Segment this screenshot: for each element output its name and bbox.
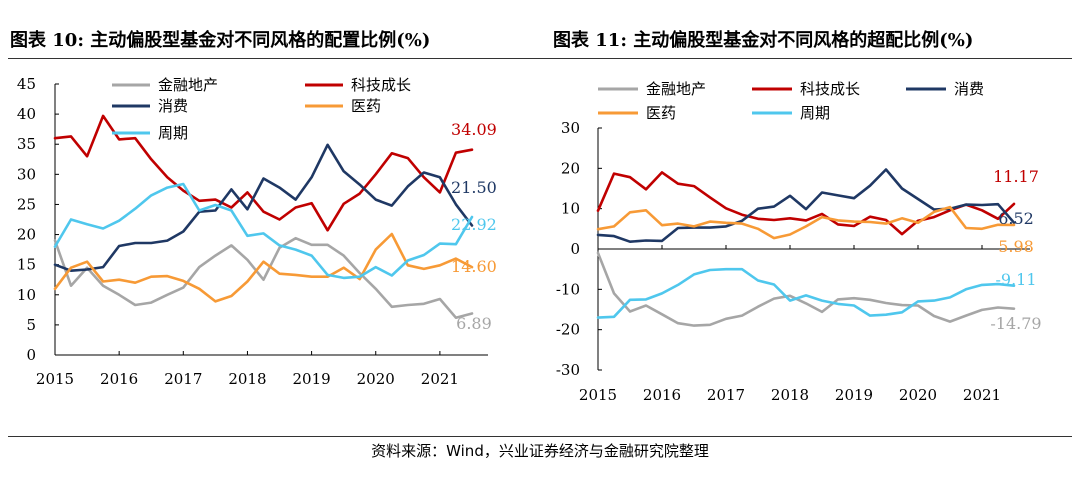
y-tick-label: 10 — [17, 286, 36, 304]
y-tick-label: 40 — [17, 105, 36, 123]
chart-2-title: 图表 11: 主动偏股型基金对不同风格的超配比例(%) — [553, 30, 974, 51]
x-tick-label: 2018 — [228, 370, 266, 388]
y-tick-label: 5 — [26, 316, 36, 334]
series-line-消费 — [53, 143, 474, 273]
x-tick-label: 2019 — [835, 386, 873, 404]
legend-label: 周期 — [158, 124, 188, 142]
x-tick-label: 2020 — [357, 370, 395, 388]
series-line-医药 — [53, 232, 474, 303]
y-tick-label: 25 — [17, 195, 36, 213]
x-tick-label: 2020 — [899, 386, 937, 404]
x-tick-label: 2016 — [100, 370, 138, 388]
chart-1: 0 5 10 15 20 25 30 35 40 45 2015 2016 2017 2018 2019 20… — [17, 75, 497, 388]
x-tick-label: 2018 — [771, 386, 809, 404]
series-line-周期 — [53, 182, 474, 280]
x-tick-label: 2017 — [707, 386, 745, 404]
y-tick-label: 30 — [561, 119, 580, 137]
legend-label: 医药 — [351, 97, 381, 115]
source-note: 资料来源：Wind，兴业证券经济与金融研究院整理 — [371, 442, 709, 460]
data-label: 14.60 — [451, 257, 497, 276]
x-tick-label: 2015 — [36, 370, 74, 388]
bottom-divider — [8, 436, 1072, 437]
y-tick-label: -30 — [556, 361, 580, 379]
y-tick-label: 20 — [561, 159, 580, 177]
top-divider — [8, 58, 1072, 59]
y-tick-label: 20 — [17, 226, 36, 244]
series-line-金融地产 — [53, 236, 474, 320]
legend-label: 科技成长 — [351, 76, 411, 94]
data-label: -9.11 — [995, 270, 1036, 289]
data-label: 34.09 — [451, 120, 497, 139]
legend-label: 金融地产 — [646, 80, 706, 98]
series-line-消费 — [596, 168, 1016, 243]
y-tick-label: 15 — [17, 256, 36, 274]
series-line-周期 — [596, 267, 1016, 319]
data-label: 6.52 — [998, 209, 1034, 228]
chart-1-title: 图表 10: 主动偏股型基金对不同风格的配置比例(%) — [10, 30, 431, 51]
legend-label: 金融地产 — [158, 76, 218, 94]
y-tick-label: 10 — [561, 200, 580, 218]
series-line-医药 — [596, 205, 1016, 240]
y-tick-label: 0 — [570, 240, 580, 258]
data-label: 22.92 — [451, 215, 497, 234]
data-label: 6.89 — [456, 314, 492, 333]
y-tick-label: 45 — [17, 75, 36, 93]
legend-label: 医药 — [646, 104, 676, 122]
legend-label: 消费 — [954, 80, 984, 98]
chart-2: -30 -20 -10 0 10 20 30 2015 2016 2017 2018 2019 2020… — [556, 80, 1042, 404]
x-tick-label: 2021 — [963, 386, 1001, 404]
x-tick-label: 2017 — [164, 370, 202, 388]
legend-label: 周期 — [800, 104, 830, 122]
y-tick-label: 35 — [17, 135, 36, 153]
legend-label: 消费 — [158, 97, 188, 115]
x-tick-label: 2016 — [643, 386, 681, 404]
legend-label: 科技成长 — [800, 80, 860, 98]
x-tick-label: 2021 — [421, 370, 459, 388]
x-tick-label: 2019 — [292, 370, 330, 388]
y-tick-label: 0 — [26, 346, 36, 364]
series-line-金融地产 — [596, 251, 1016, 327]
data-label: -14.79 — [990, 314, 1041, 333]
x-tick-label: 2015 — [579, 386, 617, 404]
y-tick-label: -20 — [556, 321, 580, 339]
data-label: 11.17 — [993, 167, 1039, 186]
y-tick-label: -10 — [556, 280, 580, 298]
series-line-科技成长 — [53, 114, 474, 232]
y-tick-label: 30 — [17, 165, 36, 183]
series-line-科技成长 — [596, 171, 1016, 236]
data-label: 5.98 — [998, 237, 1034, 256]
data-label: 21.50 — [451, 178, 497, 197]
